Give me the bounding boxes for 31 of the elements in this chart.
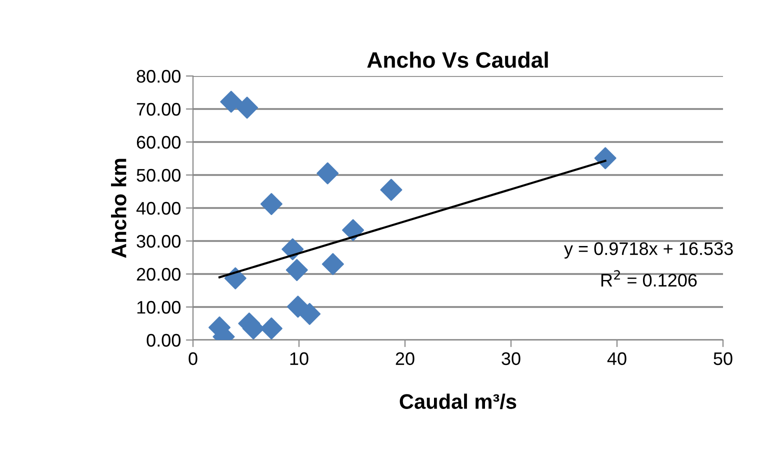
- x-axis-title: Caudal m³/s: [400, 394, 516, 410]
- point: [298, 302, 321, 325]
- chart-title: Ancho Vs Caudal: [367, 52, 548, 68]
- x-tick-label: 20: [396, 352, 414, 366]
- point: [380, 178, 402, 201]
- point: [260, 317, 282, 340]
- point: [260, 193, 282, 216]
- y-tick-label: 10.00: [137, 300, 180, 314]
- x-tick-label: 0: [188, 352, 198, 366]
- point: [322, 253, 344, 276]
- y-tick-label: 30.00: [136, 234, 180, 248]
- x-tick-label: 10: [290, 352, 308, 366]
- y-tick-label: 80.00: [136, 70, 180, 83]
- y-axis-title: Ancho km: [111, 158, 126, 258]
- annotation: R$^{2}$ = 0.1206: [601, 270, 697, 287]
- point: [342, 219, 364, 242]
- point: [236, 96, 258, 119]
- y-tick-label: 20.00: [136, 268, 180, 281]
- x-tick-label: 50: [714, 352, 732, 366]
- y-tick-label: 50.00: [136, 168, 180, 182]
- y-tick-label: 70.00: [136, 102, 180, 116]
- y-tick-label: 40.00: [136, 202, 180, 215]
- point: [594, 147, 616, 170]
- y-tick-label: 60.00: [136, 136, 180, 149]
- point: [316, 162, 339, 184]
- x-tick-label: 40: [607, 352, 626, 366]
- point: [286, 259, 308, 282]
- y-tick-label: 0.00: [146, 334, 180, 347]
- annotation: y = 0.9718x + 16.533: [564, 242, 733, 259]
- x-tick-label: 30: [502, 352, 520, 366]
- point: [220, 90, 242, 113]
